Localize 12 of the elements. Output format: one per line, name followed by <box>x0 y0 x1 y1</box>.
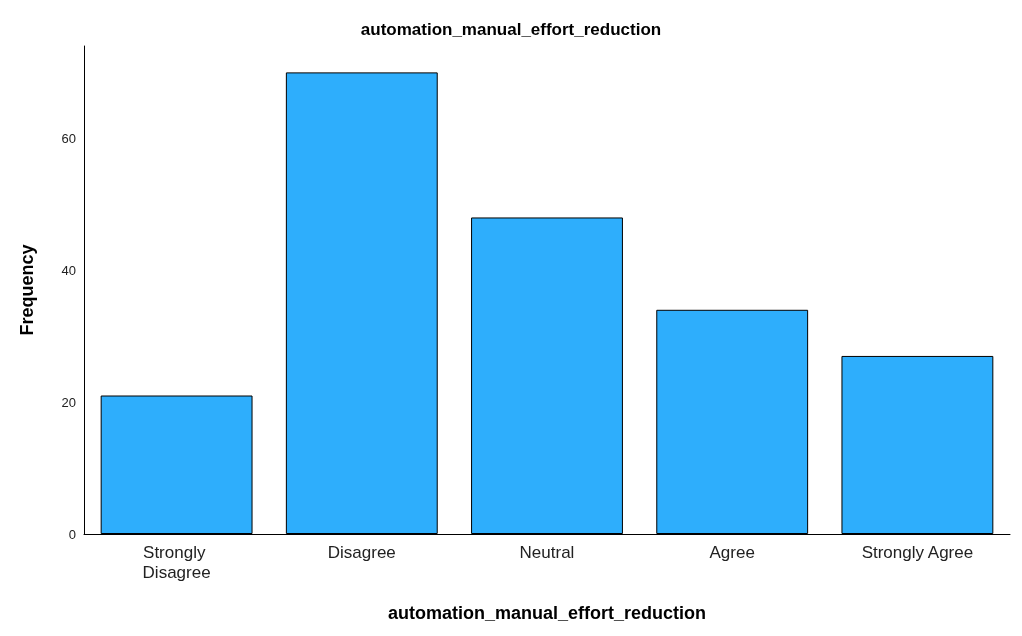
x-tick-label: Agree <box>709 542 755 562</box>
x-tick-label: Neutral <box>519 542 575 562</box>
x-tick-label: Disagree <box>327 542 396 562</box>
x-tick-label: Strongly Agree <box>861 542 974 562</box>
y-axis-title: Frequency <box>17 244 37 336</box>
x-tick-label: Strongly Disagree <box>142 542 211 582</box>
y-tick-label: 20 <box>61 394 76 410</box>
chart-title: automation_manual_effort_reduction <box>360 20 662 39</box>
y-tick-label: 60 <box>61 130 76 146</box>
y-tick-label: 0 <box>68 526 76 542</box>
x-axis-title: automation_manual_effort_reduction <box>387 603 707 623</box>
y-tick-label: 40 <box>61 262 76 278</box>
